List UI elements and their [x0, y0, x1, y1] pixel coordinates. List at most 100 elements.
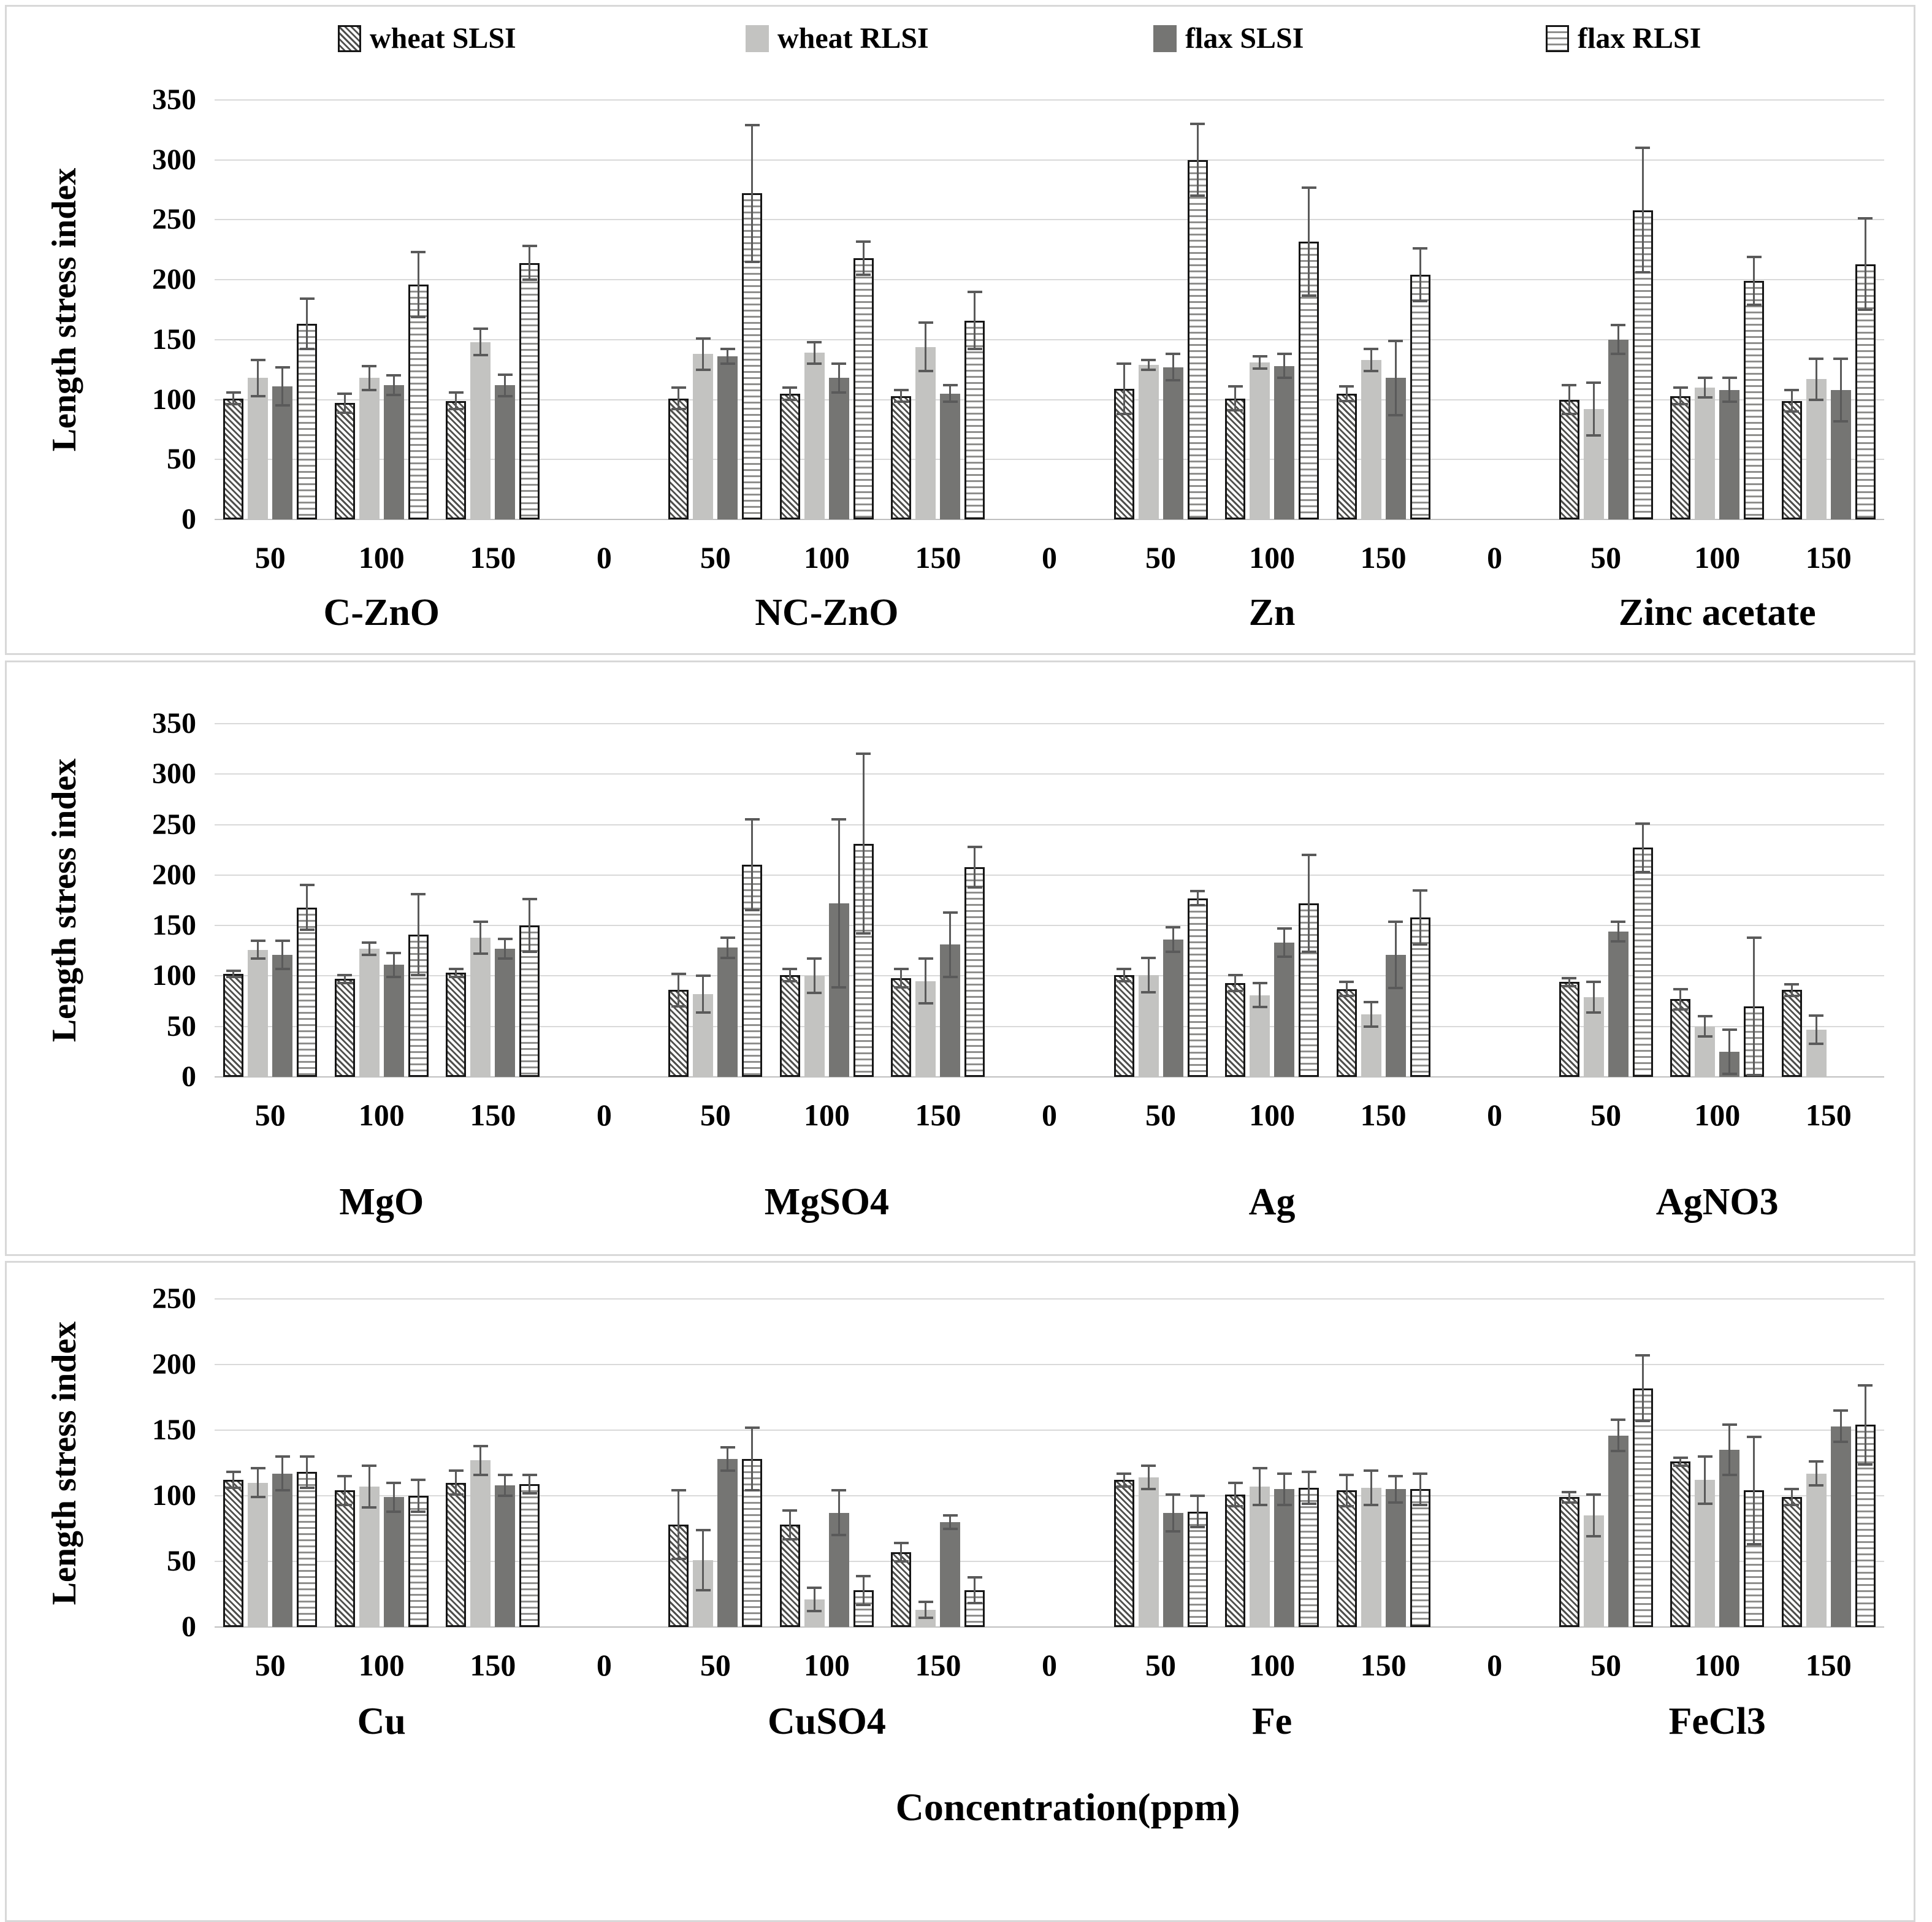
gridline-50	[215, 1561, 1884, 1562]
bar-wheat-rlsi	[1138, 1477, 1159, 1627]
error-bar-cap	[1635, 147, 1651, 150]
error-bar-cap	[250, 394, 265, 397]
error-bar	[1196, 891, 1199, 906]
legend-label: wheat RLSI	[777, 22, 929, 55]
error-bar	[788, 1510, 791, 1539]
error-bar-cap	[744, 909, 760, 912]
bar-wheat-slsi	[1781, 400, 1802, 519]
bar-wheat-slsi	[1336, 1490, 1357, 1627]
error-bar-cap	[1364, 348, 1379, 351]
bar-wheat-rlsi	[248, 1482, 269, 1627]
error-bar-cap	[473, 354, 488, 357]
error-bar-cap	[695, 337, 711, 340]
x-tick-label: 150	[1805, 540, 1852, 575]
error-bar-cap	[411, 973, 426, 976]
error-bar	[1172, 354, 1174, 381]
error-bar-cap	[497, 1473, 513, 1476]
gridline-350	[215, 723, 1884, 724]
error-bar-cap	[1673, 1008, 1688, 1011]
error-bar-cap	[1809, 1460, 1824, 1463]
x-tick-label: 150	[1805, 1648, 1852, 1682]
bar-wheat-rlsi	[359, 948, 380, 1077]
error-bar	[343, 1476, 346, 1505]
error-bar-cap	[1586, 1493, 1602, 1496]
error-bar-cap	[386, 951, 402, 954]
gridline-100	[215, 1495, 1884, 1496]
x-tick-label: 150	[1360, 1648, 1407, 1682]
x-tick-label: 100	[1249, 1098, 1296, 1132]
error-bar-cap	[1252, 981, 1267, 984]
error-bar-cap	[1697, 396, 1712, 399]
gridline-250	[215, 1298, 1884, 1300]
x-tick-label: 50	[1590, 1098, 1622, 1132]
error-bar-cap	[1784, 1503, 1800, 1506]
error-bar-cap	[1117, 979, 1132, 982]
gridline-250	[215, 219, 1884, 221]
error-bar-cap	[1586, 1011, 1602, 1014]
bar-flax-rlsi	[1299, 1488, 1319, 1627]
error-bar-cap	[411, 1510, 426, 1513]
error-bar	[1753, 257, 1755, 305]
error-bar	[1790, 1489, 1793, 1505]
y-tick-label: 0	[181, 1060, 196, 1093]
error-bar	[1568, 978, 1570, 986]
error-bar-cap	[831, 1489, 847, 1492]
bar-flax-rlsi	[1744, 1490, 1765, 1627]
error-bar	[392, 952, 395, 978]
error-bar-cap	[1562, 384, 1577, 387]
bar-wheat-slsi	[223, 974, 244, 1077]
error-bar-cap	[1190, 1526, 1205, 1529]
bar-flax-slsi	[1274, 1489, 1295, 1627]
plot-area: 0 50 100 150 200 250 300 350 50 100 150 0 50 100 150 0 5…	[7, 7, 1914, 653]
x-tick-label: 100	[1249, 1648, 1296, 1682]
error-bar-cap	[1635, 1420, 1651, 1423]
error-bar-cap	[275, 967, 290, 970]
error-bar-cap	[497, 394, 513, 397]
error-bar-cap	[386, 1510, 402, 1513]
error-bar	[343, 393, 346, 413]
bar-wheat-rlsi	[1250, 362, 1270, 519]
y-tick-label: 350	[152, 707, 196, 740]
x-tick-label: 150	[915, 540, 961, 575]
error-bar-cap	[671, 973, 686, 976]
error-bar-cap	[967, 290, 982, 293]
error-bar-cap	[1252, 367, 1267, 370]
error-bar-cap	[782, 386, 798, 389]
bar-flax-slsi	[1163, 940, 1183, 1077]
y-tick-label: 50	[167, 1009, 196, 1043]
bar-flax-rlsi	[519, 1484, 540, 1627]
error-bar-cap	[1190, 904, 1205, 907]
error-bar-cap	[1364, 1503, 1379, 1506]
bar-wheat-slsi	[1781, 1497, 1802, 1627]
group-label: MgO	[339, 1181, 424, 1223]
bar-flax-slsi	[1163, 367, 1183, 519]
bar-wheat-slsi	[1559, 1497, 1579, 1627]
error-bar-cap	[856, 240, 871, 243]
error-bar-cap	[807, 340, 822, 343]
bar-flax-slsi	[495, 385, 516, 519]
error-bar-cap	[1141, 1464, 1156, 1467]
legend-label: flax SLSI	[1185, 22, 1304, 55]
group-label: Zn	[1248, 592, 1296, 634]
error-bar-cap	[411, 315, 426, 318]
error-bar	[1839, 359, 1842, 421]
error-bar-cap	[1117, 413, 1132, 416]
error-bar-cap	[720, 956, 735, 959]
error-bar-cap	[522, 950, 537, 953]
y-tick-label: 200	[152, 1348, 196, 1380]
error-bar-cap	[1166, 353, 1181, 356]
error-bar-cap	[1117, 1485, 1132, 1488]
bar-wheat-rlsi	[1138, 364, 1159, 519]
error-bar-cap	[473, 327, 488, 331]
x-tick-label: 100	[358, 540, 405, 575]
error-bar	[1679, 388, 1682, 405]
bar-wheat-rlsi	[1361, 360, 1381, 519]
bar-flax-slsi	[383, 1497, 404, 1627]
error-bar-cap	[1562, 413, 1577, 416]
error-bar-cap	[744, 260, 760, 263]
x-tick-label: 50	[254, 1098, 286, 1132]
x-tick-label: 100	[803, 1648, 850, 1682]
y-tick-label: 200	[152, 858, 196, 891]
error-bar-cap	[1413, 247, 1428, 250]
bar-flax-slsi	[717, 948, 738, 1077]
